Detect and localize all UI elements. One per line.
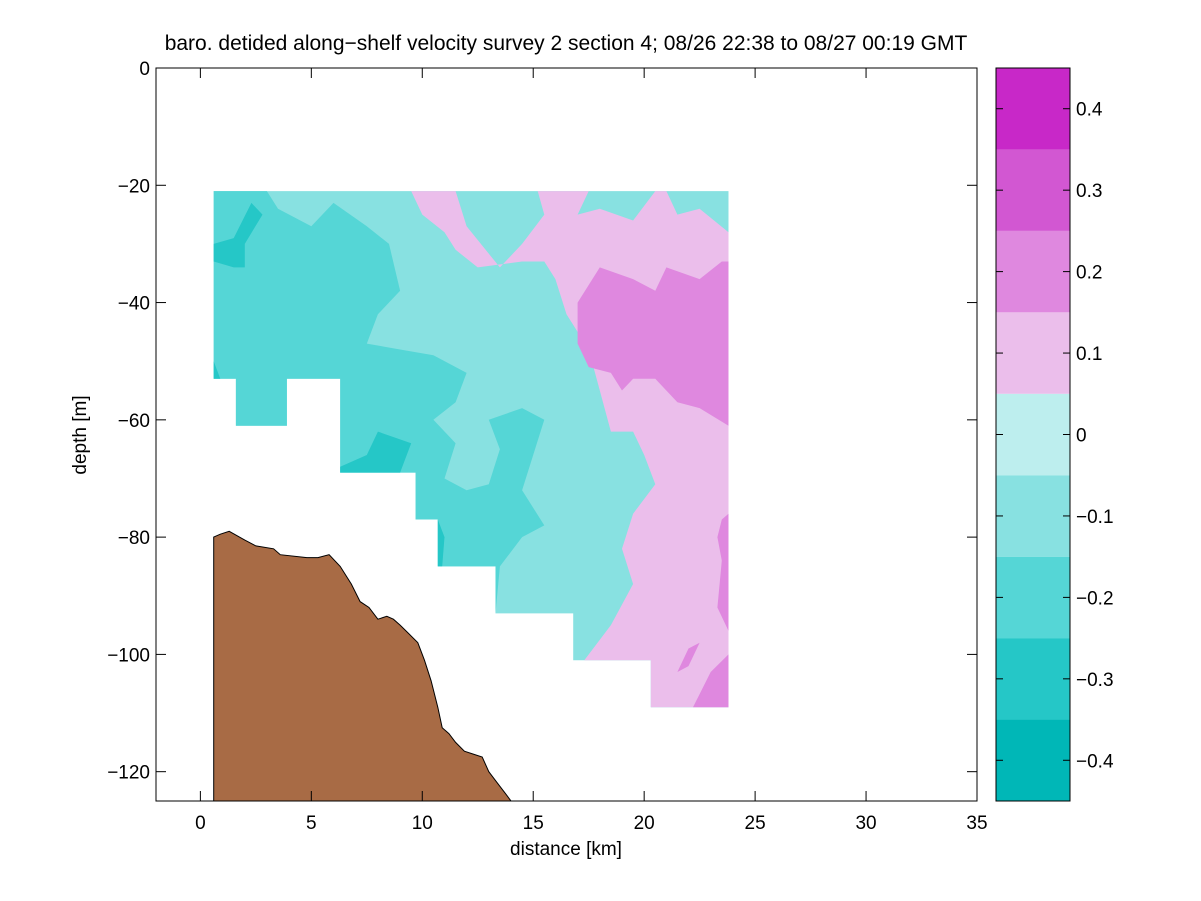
contour-region <box>577 261 729 426</box>
contour-region <box>213 191 545 614</box>
colorbar-tick-label: 0.2 <box>1076 263 1102 284</box>
x-tick-label: 35 <box>966 813 987 834</box>
colorbar-band <box>996 149 1070 231</box>
y-axis-label: depth [m] <box>70 395 91 474</box>
y-tick-label: −100 <box>107 645 150 666</box>
colorbar: −0.4 −0.3 −0.2 −0.1 0 0.1 0.2 0.3 0.4 <box>995 67 1114 802</box>
colorbar-band <box>996 312 1070 394</box>
x-tick-label: 30 <box>855 813 876 834</box>
x-axis-label: distance [km] <box>510 839 622 860</box>
colorbar-tick-label: −0.4 <box>1076 751 1114 772</box>
colorbar-band <box>996 719 1070 801</box>
contour-region <box>717 513 729 631</box>
contour-region <box>437 519 445 567</box>
colorbar-tick-label: −0.1 <box>1076 507 1114 528</box>
colorbar-tick-label: 0.3 <box>1076 181 1102 202</box>
colorbar-tick-label: 0.1 <box>1076 344 1102 365</box>
y-axis-ticks: 0 −20 −40 −60 −80 −100 −120 <box>107 59 977 784</box>
x-axis-ticks: 0 5 10 15 20 25 30 35 <box>195 68 988 834</box>
contour-region <box>213 202 263 268</box>
x-tick-label: 15 <box>523 813 544 834</box>
velocity-contour-regions <box>213 191 729 708</box>
colorbar-tick-label: −0.3 <box>1076 670 1114 691</box>
y-tick-label: −20 <box>118 176 150 197</box>
colorbar-tick-label: −0.2 <box>1076 588 1114 609</box>
colorbar-band <box>996 556 1070 639</box>
x-tick-label: 10 <box>412 813 433 834</box>
seafloor-topography <box>213 530 512 802</box>
seafloor-polygon <box>213 530 512 802</box>
x-tick-label: 5 <box>306 813 317 834</box>
x-tick-label: 25 <box>745 813 766 834</box>
colorbar-band <box>996 68 1070 150</box>
y-tick-label: −120 <box>107 763 150 784</box>
y-tick-label: −80 <box>118 528 150 549</box>
y-tick-label: −40 <box>118 294 150 315</box>
contour-region <box>213 361 221 379</box>
colorbar-tick-label: 0 <box>1076 426 1087 447</box>
contour-region <box>693 654 729 708</box>
colorbar-tick-label: 0.4 <box>1076 100 1103 121</box>
plot-area-border <box>155 67 978 802</box>
x-tick-label: 0 <box>195 813 206 834</box>
y-tick-label: 0 <box>139 59 150 80</box>
contour-region <box>677 642 700 672</box>
chart-title: baro. detided along−shelf velocity surve… <box>165 32 968 55</box>
colorbar-band <box>996 638 1070 720</box>
contour-region <box>340 431 412 473</box>
y-tick-label: −60 <box>118 411 150 432</box>
colorbar-band <box>996 393 1070 476</box>
colorbar-band <box>996 230 1070 313</box>
colorbar-band <box>996 475 1070 557</box>
x-tick-label: 20 <box>634 813 655 834</box>
